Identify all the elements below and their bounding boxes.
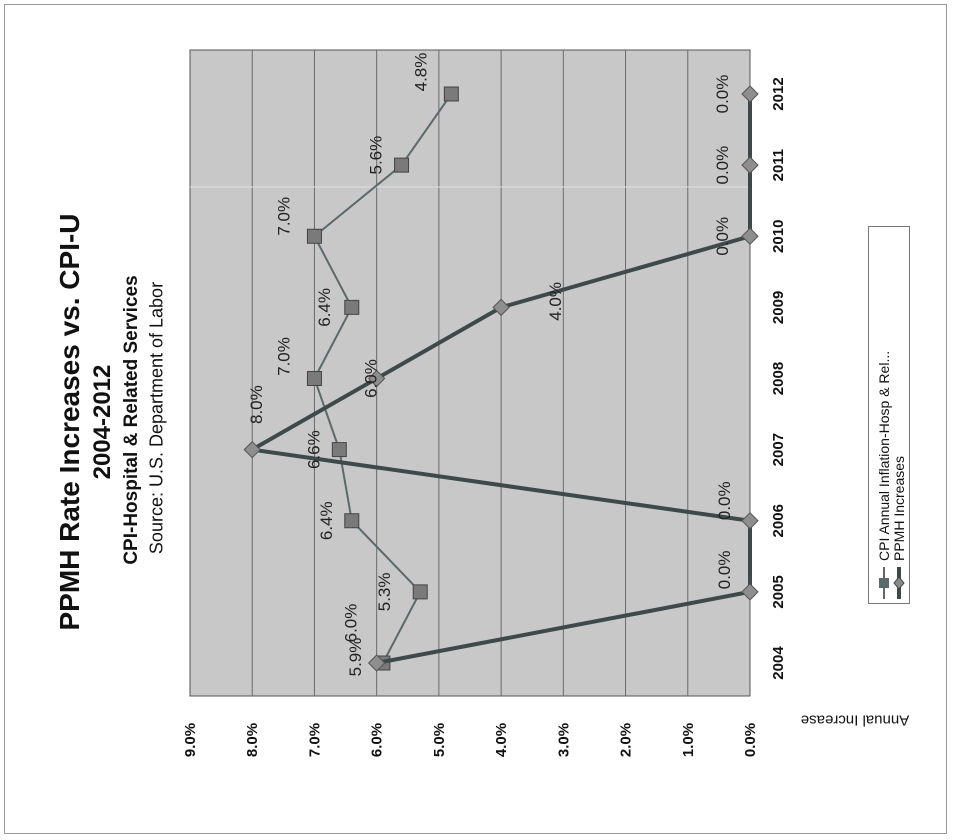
x-tick-label: 2009 bbox=[770, 291, 787, 324]
x-tick-labels: 2004 2005 2006 2007 2008 2009 2010 2011 2012 bbox=[770, 77, 787, 679]
ppmh-marker bbox=[741, 156, 759, 174]
x-tick-label: 2005 bbox=[770, 575, 787, 608]
cpi-data-label: 6.4% bbox=[317, 501, 336, 540]
legend: CPI Annual Inflation-Hosp & Rel... PPMH … bbox=[868, 226, 910, 604]
cpi-marker bbox=[344, 299, 360, 315]
legend-label-cpi: CPI Annual Inflation-Hosp & Rel... bbox=[876, 351, 892, 561]
ppmh-data-label: 0.0% bbox=[713, 146, 732, 185]
legend-svg: CPI Annual Inflation-Hosp & Rel... PPMH … bbox=[876, 351, 907, 599]
ppmh-data-label: 0.0% bbox=[713, 217, 732, 256]
ppmh-data-label: 0.0% bbox=[715, 551, 734, 590]
y-tick-label: 6.0% bbox=[369, 723, 386, 757]
ppmh-marker bbox=[741, 227, 759, 245]
y-tick-label: 4.0% bbox=[493, 723, 510, 757]
y-tick-label: 9.0% bbox=[182, 723, 199, 757]
cpi-data-label: 5.3% bbox=[375, 573, 394, 612]
cpi-marker bbox=[306, 371, 322, 386]
cpi-marker bbox=[344, 513, 360, 529]
legend-item-ppmh: PPMH Increases bbox=[891, 456, 907, 599]
ppmh-marker bbox=[492, 298, 510, 317]
ppmh-marker bbox=[741, 583, 759, 601]
gridlines bbox=[190, 50, 750, 696]
legend-label-ppmh: PPMH Increases bbox=[891, 456, 907, 561]
ppmh-marker bbox=[741, 512, 759, 530]
series-group bbox=[243, 85, 759, 672]
cpi-marker bbox=[394, 157, 410, 173]
cpi-marker bbox=[306, 228, 322, 244]
y-tick-label: 3.0% bbox=[555, 723, 572, 757]
ppmh-data-label: 0.0% bbox=[715, 481, 734, 520]
ppmh-marker bbox=[367, 654, 386, 672]
y-tick-label: 8.0% bbox=[244, 723, 261, 757]
legend-square-marker bbox=[879, 578, 889, 588]
x-tick-label: 2010 bbox=[770, 220, 787, 253]
x-tick-label: 2007 bbox=[770, 433, 787, 466]
ppmh-data-label: 4.0% bbox=[546, 282, 565, 321]
plot-area bbox=[189, 49, 751, 697]
y-tick-label: 1.0% bbox=[680, 723, 697, 757]
ppmh-data-label: 6.0% bbox=[362, 359, 381, 398]
cpi-data-label: 6.4% bbox=[315, 288, 334, 327]
x-tick-label: 2006 bbox=[770, 504, 787, 537]
cpi-data-label: 7.0% bbox=[274, 197, 293, 236]
y-tick-label: 2.0% bbox=[618, 723, 635, 757]
x-tick-label: 2012 bbox=[770, 77, 787, 110]
legend-diamond-marker bbox=[893, 576, 905, 590]
cpi-data-label: 6.6% bbox=[304, 430, 323, 469]
x-tick-label: 2011 bbox=[770, 149, 787, 182]
y-tick-labels: 0.0% 1.0% 2.0% 3.0% 4.0% 5.0% 6.0% 7.0% 8.0% 9.0% bbox=[182, 723, 759, 757]
x-tick-label: 2004 bbox=[770, 646, 787, 680]
data-labels-group: 5.9% 5.3% 6.4% 6.6% 7.0% 6.4% 7.0% 5.6% 4.8% 6.0%… bbox=[247, 53, 734, 677]
cpi-data-label: 7.0% bbox=[274, 337, 293, 376]
legend-item-cpi: CPI Annual Inflation-Hosp & Rel... bbox=[876, 351, 892, 599]
ppmh-data-label: 8.0% bbox=[247, 385, 266, 424]
cpi-marker bbox=[443, 86, 459, 102]
ppmh-data-label: 0.0% bbox=[713, 75, 732, 114]
ppmh-marker bbox=[243, 440, 261, 459]
y-tick-label: 7.0% bbox=[306, 723, 323, 757]
cpi-marker bbox=[412, 584, 428, 600]
cpi-data-label: 5.9% bbox=[346, 638, 365, 677]
x-tick-label: 2008 bbox=[770, 362, 787, 395]
cpi-data-label: 5.6% bbox=[367, 136, 386, 175]
y-tick-label: 0.0% bbox=[742, 723, 759, 757]
cpi-marker bbox=[331, 442, 347, 458]
ppmh-data-label: 6.0% bbox=[342, 604, 361, 643]
cpi-data-label: 4.8% bbox=[411, 53, 430, 92]
ppmh-marker bbox=[741, 85, 759, 103]
ppmh-marker bbox=[367, 369, 386, 388]
y-tick-label: 5.0% bbox=[431, 723, 448, 757]
